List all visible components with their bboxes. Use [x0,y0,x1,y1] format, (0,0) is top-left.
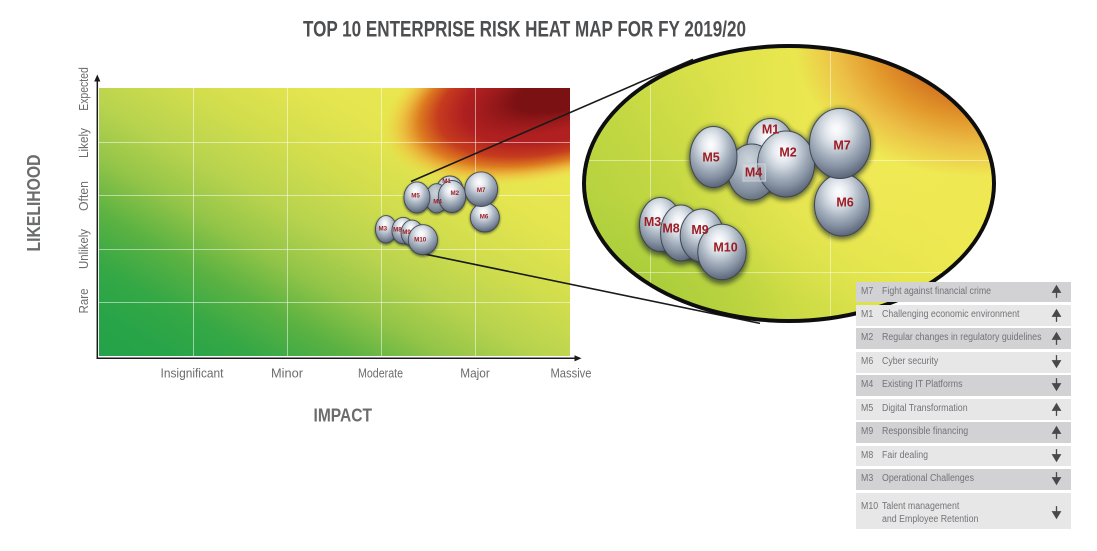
svg-text:Rare: Rare [76,289,91,314]
svg-text:Moderate: Moderate [358,366,403,381]
svg-text:Likely: Likely [76,128,91,158]
svg-text:TOP 10 ENTERPRISE RISK HEAT MA: TOP 10 ENTERPRISE RISK HEAT MAP FOR FY 2… [303,17,746,42]
svg-text:Often: Often [76,181,91,211]
svg-text:Unlikely: Unlikely [76,229,91,269]
svg-text:LIKELIHOOD: LIKELIHOOD [24,155,44,252]
svg-text:Insignificant: Insignificant [161,366,224,381]
svg-text:Major: Major [460,366,490,381]
svg-text:IMPACT: IMPACT [314,406,373,426]
svg-text:Minor: Minor [271,366,304,381]
svg-text:Massive: Massive [551,366,592,381]
svg-text:Expected: Expected [76,67,91,111]
